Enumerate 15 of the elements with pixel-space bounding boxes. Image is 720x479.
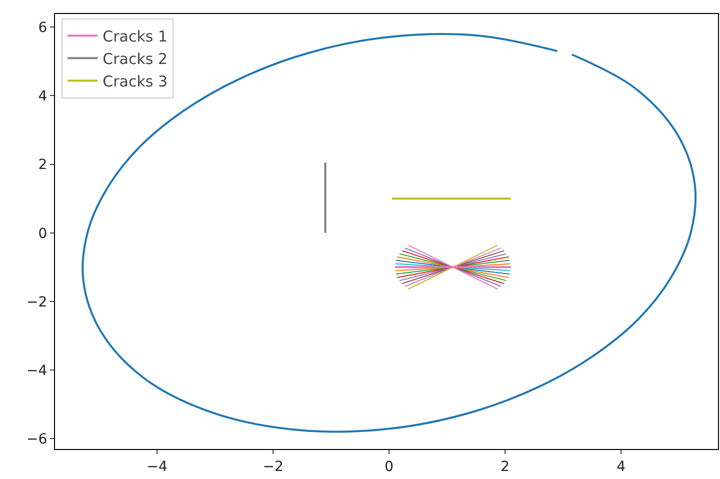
y-tick-label: −6 bbox=[26, 432, 48, 448]
legend-label: Cracks 2 bbox=[102, 50, 168, 68]
x-tick-label: 0 bbox=[384, 458, 394, 475]
y-tick-label: 2 bbox=[38, 157, 48, 174]
x-tick-label: −2 bbox=[262, 458, 284, 475]
x-tick-label: 2 bbox=[500, 458, 510, 475]
x-tick-label: −4 bbox=[146, 458, 168, 475]
x-tick-label: 4 bbox=[616, 458, 626, 475]
y-tick-label: −2 bbox=[26, 294, 48, 310]
y-tick-label: 6 bbox=[38, 20, 48, 36]
y-tick-label: 4 bbox=[38, 88, 48, 105]
y-tick-label: 0 bbox=[38, 226, 48, 242]
legend-label: Cracks 1 bbox=[102, 27, 168, 46]
y-tick-label: −4 bbox=[26, 363, 48, 379]
legend-label: Cracks 3 bbox=[102, 72, 168, 90]
